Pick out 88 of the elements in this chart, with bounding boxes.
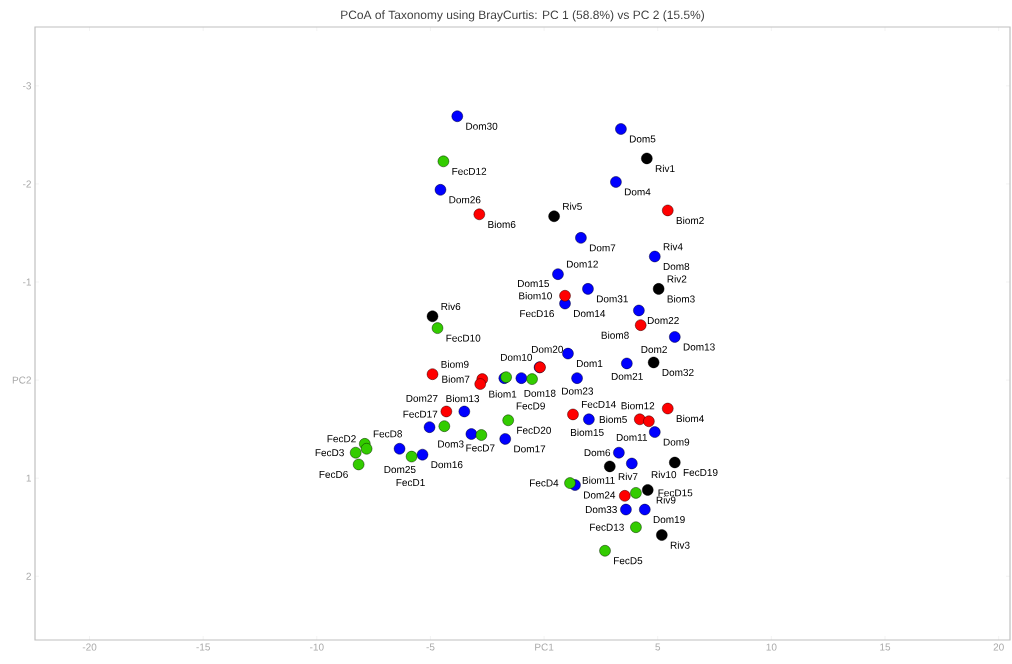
annotation: Riv7 [618,472,638,481]
annotation: Dom17 [514,445,546,453]
annotation: Dom23 [562,387,594,395]
x-tick-label: -5 [426,643,435,651]
chart-title: PCoA of Taxonomy using BrayCurtis: PC 1 (58.8%) vs PC 2 (15.5%) [341,10,704,22]
x-tick-label: PC1 [535,643,554,651]
annotation: FecD8 [373,430,402,438]
annotation: Biom15 [570,428,604,436]
annotation: FecD5 [614,557,643,565]
y-tick-label: -1 [23,278,31,286]
x-tick-label: 20 [993,643,1004,651]
annotation: Dom14 [574,310,606,318]
annotation: Dom13 [683,343,715,351]
annotation: Dom2 [641,345,667,353]
x-tick-label: 5 [655,643,661,651]
annotation: Dom25 [384,466,416,474]
annotation: Biom10 [519,292,552,300]
y-tick-label: 2 [26,572,31,580]
annotation: Dom10 [501,353,533,361]
annotation: Dom5 [629,135,656,143]
annotation: FecD4 [530,479,559,487]
annotation: Biom1 [489,390,517,398]
annotation: FecD7 [466,444,495,452]
annotation: Riv6 [441,302,461,311]
annotation: FecD9 [516,402,545,410]
annotation: FecD14 [581,400,616,408]
annotation: FecD16 [520,310,554,318]
annotation: Riv10 [651,470,677,479]
x-tick-label: -15 [196,643,210,651]
annotation: FecD19 [683,468,718,477]
annotation: Biom7 [442,375,470,383]
annotation: Dom21 [611,372,643,380]
y-tick-label: 1 [26,474,31,482]
annotation: Dom4 [624,188,651,196]
annotation: Biom4 [676,414,704,423]
annotation: Dom6 [584,449,611,457]
annotation: Dom9 [663,438,690,446]
annotation: Riv5 [563,202,582,210]
annotation: FecD15 [658,489,693,497]
y-tick-label: PC2 [12,376,31,384]
y-tick-label: -3 [23,82,32,90]
annotation: Biom3 [667,295,695,303]
annotation: Dom3 [438,440,464,448]
annotation: Biom11 [582,476,615,484]
annotation: FecD13 [590,523,624,531]
annotation: Dom27 [406,394,438,402]
annotation: Dom11 [616,433,648,441]
annotation: FecD20 [517,426,552,434]
annotation: FecD2 [327,435,356,443]
annotation: Dom1 [576,360,603,368]
annotation: Dom8 [663,262,690,271]
annotation: Dom12 [566,260,598,268]
annotation: Dom20 [531,345,564,353]
annotation: Riv4 [663,242,683,251]
annotation: Riv2 [667,275,687,283]
annotation: FecD10 [446,334,481,342]
y-tick-label: -2 [23,180,31,188]
annotation: Biom2 [676,216,704,225]
annotation: Dom24 [584,491,616,499]
annotation: FecD6 [319,470,348,478]
annotation: Dom26 [449,196,481,204]
annotation: Dom15 [518,280,550,288]
annotation: Dom30 [466,122,498,130]
annotation: Biom8 [601,331,629,339]
annotation: Riv9 [656,496,676,504]
annotation: Dom19 [653,516,685,524]
annotation: Riv1 [655,164,675,173]
annotation: FecD3 [315,449,344,457]
annotation: Riv3 [670,541,690,549]
annotation: Biom6 [488,220,516,228]
annotation: Biom13 [446,394,480,403]
annotation: Dom18 [524,389,556,397]
annotation: Dom22 [647,316,679,324]
annotation: Dom7 [589,244,616,252]
annotation: Dom33 [585,506,617,514]
annotation: FecD17 [403,410,438,418]
annotation: Biom5 [599,415,627,423]
annotation: Dom32 [662,368,694,376]
annotation: Dom31 [596,295,628,303]
x-tick-label: 15 [880,643,891,651]
annotation: FecD12 [452,167,487,175]
annotation: Biom9 [441,360,469,368]
annotation: FecD1 [396,479,425,487]
x-tick-label: 10 [766,643,777,651]
x-tick-label: -10 [310,643,324,651]
annotation: Dom16 [431,461,463,469]
x-tick-label: -20 [82,643,97,651]
annotation: Biom12 [621,402,655,410]
